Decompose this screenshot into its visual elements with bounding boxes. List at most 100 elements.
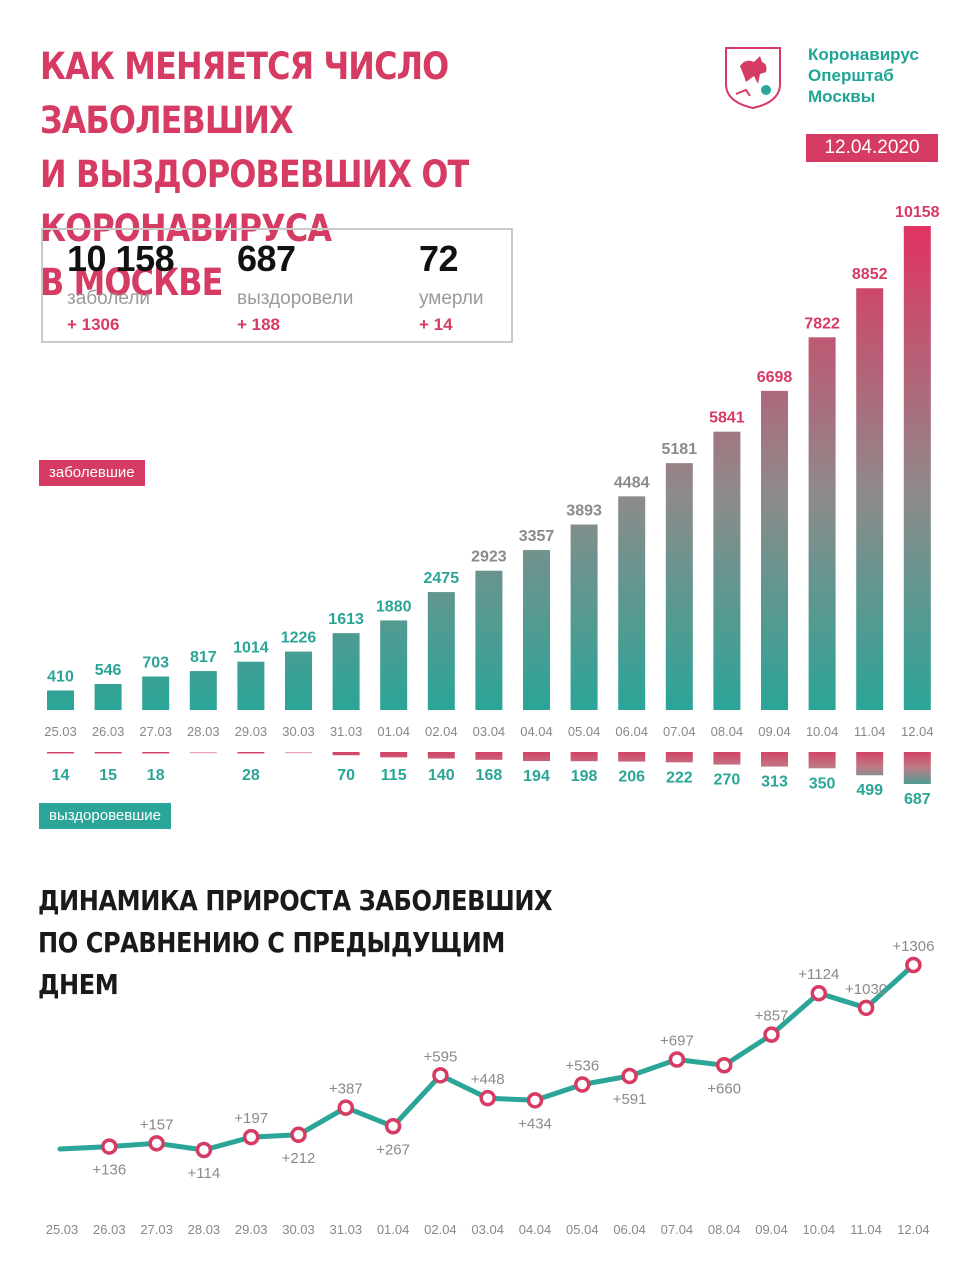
bar-recovered-label: 313 <box>761 774 788 791</box>
x-tick-label: 28.03 <box>187 724 220 739</box>
bar-value-label: 1613 <box>328 611 364 628</box>
bar-recovered <box>618 752 646 762</box>
bar-recovered-label: 222 <box>666 769 693 786</box>
x-tick-label: 06.04 <box>615 724 648 739</box>
brand-name: Коронавирус Оперштаб Москвы <box>808 45 919 106</box>
x-tick-label: 04.04 <box>519 1222 552 1237</box>
bar-value-label: 5181 <box>662 441 698 458</box>
bar-recovered <box>332 752 360 756</box>
growth-value-label: +1124 <box>798 966 839 983</box>
growth-value-label: +114 <box>188 1165 221 1182</box>
x-tick-label: 03.04 <box>473 724 506 739</box>
bar-value-label: 703 <box>142 655 169 672</box>
growth-value-label: +197 <box>234 1110 268 1127</box>
growth-value-label: +1306 <box>892 938 934 955</box>
x-tick-label: 05.04 <box>568 724 601 739</box>
x-tick-label: 29.03 <box>235 1222 268 1237</box>
x-tick-label: 09.04 <box>755 1222 788 1237</box>
bar-value-label: 2923 <box>471 549 507 566</box>
legend-recovered: выздоровевшие <box>39 803 171 829</box>
growth-value-label: +157 <box>140 1116 174 1133</box>
growth-point <box>526 1092 544 1109</box>
bar-infected <box>380 620 408 710</box>
growth-value-label: +212 <box>282 1150 316 1167</box>
growth-value-label: +595 <box>424 1048 458 1065</box>
bar-recovered <box>47 752 74 754</box>
x-tick-label: 08.04 <box>708 1222 741 1237</box>
bar-recovered <box>903 752 931 784</box>
bar-recovered <box>713 752 741 765</box>
x-tick-label: 29.03 <box>235 724 268 739</box>
growth-line <box>57 962 916 1153</box>
bar-recovered-label: 168 <box>476 767 503 784</box>
growth-point <box>337 1099 355 1116</box>
growth-point <box>905 956 922 974</box>
x-tick-label: 11.04 <box>850 1222 882 1237</box>
growth-value-label: +136 <box>92 1162 126 1179</box>
stat-died-value: 72 <box>419 238 459 279</box>
x-tick-label: 02.04 <box>425 724 458 739</box>
growth-point <box>242 1128 260 1146</box>
bar-recovered-label: 350 <box>809 775 836 792</box>
bar-infected <box>94 683 122 710</box>
x-tick-label: 31.03 <box>330 724 363 739</box>
bar-recovered-label: 18 <box>147 767 165 784</box>
x-tick-label: 07.04 <box>661 1222 694 1237</box>
bar-infected <box>856 288 884 710</box>
growth-point <box>101 1138 118 1155</box>
bar-value-label: 546 <box>95 662 122 679</box>
bar-value-label: 817 <box>190 649 217 666</box>
x-tick-label: 09.04 <box>758 724 791 739</box>
growth-point <box>479 1089 496 1107</box>
moscow-coat-of-arms-icon <box>725 47 781 110</box>
x-tick-label: 02.04 <box>424 1222 457 1237</box>
bar-value-label: 1226 <box>281 630 317 647</box>
bar-infected <box>332 633 360 710</box>
bar-recovered-label: 270 <box>714 772 741 789</box>
bar-value-label: 410 <box>47 668 74 685</box>
bar-value-label: 3357 <box>519 528 555 545</box>
x-tick-label: 27.03 <box>140 1222 173 1237</box>
bar-infected <box>713 431 741 710</box>
bar-recovered <box>523 752 550 762</box>
x-tick-label: 03.04 <box>471 1222 504 1237</box>
x-tick-label: 27.03 <box>139 724 172 739</box>
growth-value-label: +660 <box>707 1080 741 1097</box>
bar-value-label: 6698 <box>757 369 793 386</box>
legend-infected: заболевшие <box>39 460 145 486</box>
stat-died-label: умерли <box>419 288 484 309</box>
bar-value-label: 4484 <box>614 474 650 491</box>
bar-infected <box>618 496 646 710</box>
x-tick-label: 07.04 <box>663 724 696 739</box>
x-tick-label: 10.04 <box>803 1222 836 1237</box>
x-tick-label: 26.03 <box>92 724 125 739</box>
stat-recovered-label: выздоровели <box>237 288 354 309</box>
stat-recovered-delta: + 188 <box>237 315 281 334</box>
bar-recovered <box>427 752 455 759</box>
page-title: КАК МЕНЯЕТСЯ ЧИСЛО ЗАБОЛЕВШИХ И ВЫЗДОРОВ… <box>40 45 469 304</box>
bar-infected <box>427 592 455 710</box>
x-tick-label: 31.03 <box>330 1222 363 1237</box>
bar-recovered-label: 140 <box>428 767 455 784</box>
x-tick-label: 30.03 <box>282 724 315 739</box>
bar-recovered-label: 198 <box>571 768 598 785</box>
growth-point <box>432 1067 449 1084</box>
bar-infected <box>189 671 217 710</box>
growth-value-label: +697 <box>660 1033 694 1050</box>
bar-recovered-label: 194 <box>523 768 550 785</box>
bar-recovered-label: 70 <box>337 767 355 784</box>
bar-infected <box>903 226 931 710</box>
stat-infected-value: 10 158 <box>67 238 175 279</box>
growth-value-label: +536 <box>565 1058 599 1075</box>
bar-recovered <box>665 752 693 763</box>
x-tick-label: 12.04 <box>897 1222 930 1237</box>
bar-recovered <box>142 752 170 754</box>
growth-point <box>574 1076 591 1093</box>
growth-point <box>668 1051 686 1068</box>
growth-value-label: +857 <box>755 1008 789 1025</box>
bar-recovered-label: 14 <box>52 767 70 784</box>
growth-point <box>715 1057 733 1074</box>
bar-recovered-label: 15 <box>99 767 117 784</box>
bar-infected <box>808 337 836 710</box>
bar-value-label: 8852 <box>852 266 888 283</box>
